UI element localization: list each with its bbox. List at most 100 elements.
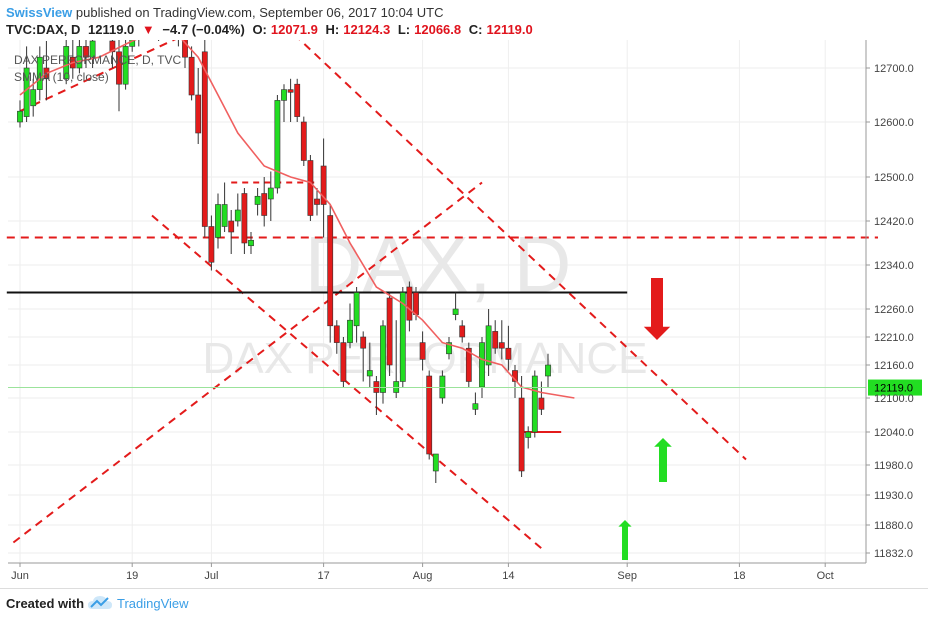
candle <box>63 40 70 85</box>
candle <box>36 46 43 101</box>
candle <box>366 342 373 387</box>
candle-body <box>492 331 499 349</box>
candle-body <box>426 375 433 455</box>
candle <box>347 303 353 349</box>
candle-body <box>380 325 386 393</box>
candle <box>373 376 380 415</box>
candle-body <box>228 220 235 233</box>
y-tick-label: 12420.0 <box>874 216 914 228</box>
smma-path <box>19 40 575 399</box>
candle-body <box>419 342 426 360</box>
candle <box>188 46 195 101</box>
open-label: O: <box>252 22 267 37</box>
symbol-label: TVC:DAX, D <box>6 22 81 37</box>
y-tick-label: 12500.0 <box>874 172 914 184</box>
candle <box>498 320 505 360</box>
price-chart[interactable]: DAX, D DAX PERFORMANCE 12119.0 12700.012… <box>0 40 928 588</box>
price-change: −4.7 (−0.04%) <box>162 22 245 37</box>
candle-body <box>432 453 439 472</box>
candle <box>274 95 281 194</box>
candle <box>300 116 307 166</box>
candle-body <box>300 121 307 161</box>
candle <box>287 78 294 122</box>
candle <box>538 381 545 415</box>
candle-body <box>413 292 419 315</box>
candle-body <box>320 165 327 205</box>
candle <box>353 287 360 343</box>
candle <box>340 337 347 387</box>
candle <box>426 370 433 460</box>
candle <box>465 342 472 387</box>
candle-body <box>307 160 314 216</box>
trend-lines <box>6 40 878 550</box>
candle-body <box>459 325 466 338</box>
candle <box>525 426 532 449</box>
candle-body <box>274 100 281 189</box>
candle-body <box>373 381 380 393</box>
candle <box>267 171 274 221</box>
smma-line <box>19 40 575 399</box>
low-label: L: <box>397 22 411 37</box>
open-value: 12071.9 <box>270 22 318 37</box>
candle <box>215 193 221 249</box>
candle-body <box>129 40 136 47</box>
candle <box>307 155 314 221</box>
candle-body <box>446 342 452 355</box>
author-link[interactable]: SwissView <box>6 5 73 20</box>
candle-body <box>406 286 413 321</box>
candle-body <box>30 89 37 107</box>
watermark-symbol: DAX, D <box>305 220 572 309</box>
x-tick-label: 18 <box>733 570 745 582</box>
candles <box>17 40 551 483</box>
x-tick-label: Jun <box>11 570 29 582</box>
y-tick-label: 11930.0 <box>874 490 913 502</box>
candle-body <box>248 239 254 247</box>
candle <box>241 188 248 254</box>
tradingview-link[interactable]: TradingView <box>117 596 189 611</box>
candle <box>314 188 320 216</box>
candle-body <box>294 83 301 117</box>
candle <box>228 210 235 254</box>
candle-body <box>485 325 492 366</box>
candle <box>83 40 89 68</box>
axes: 12700.0 12600.0 12500.0 12420.0 12340.0 12260… <box>8 40 914 582</box>
trend-line <box>298 40 747 461</box>
candle <box>479 337 485 398</box>
candle <box>485 309 492 376</box>
candle <box>281 84 287 122</box>
chart-legend: DAX PERFORMANCE, D, TVC SMMA (10, close) <box>14 53 181 84</box>
candle <box>129 40 136 52</box>
candle <box>138 40 140 47</box>
chart-header: SwissView published on TradingView.com, … <box>0 0 928 40</box>
candle <box>360 331 367 382</box>
candle <box>446 337 452 360</box>
candle <box>406 281 413 332</box>
candle-body <box>195 94 202 134</box>
candle <box>419 331 426 371</box>
candle <box>320 138 327 238</box>
candle-body <box>498 342 505 349</box>
candle <box>116 40 122 112</box>
candle <box>89 40 96 68</box>
candle <box>505 325 512 371</box>
x-tick-label: 17 <box>317 570 329 582</box>
candle-body <box>479 342 485 388</box>
candle-body <box>505 347 512 360</box>
tradingview-cloud-icon <box>88 596 112 609</box>
candle-body <box>525 431 532 438</box>
high-value: 12124.3 <box>343 22 391 37</box>
candle <box>333 320 340 354</box>
low-value: 12066.8 <box>414 22 462 37</box>
high-label: H: <box>325 22 340 37</box>
y-tick-label: 12040.0 <box>874 427 914 439</box>
candle-body <box>76 46 83 69</box>
trend-line <box>12 181 483 544</box>
publish-line: SwissView published on TradingView.com, … <box>6 5 443 20</box>
candle-body <box>267 187 274 200</box>
price-tag-bg <box>868 379 922 396</box>
y-tick-label: 11832.0 <box>874 548 913 560</box>
candle <box>158 40 160 41</box>
candle <box>472 392 479 415</box>
y-tick-label: 11980.0 <box>874 460 913 472</box>
candle-body <box>63 46 70 80</box>
